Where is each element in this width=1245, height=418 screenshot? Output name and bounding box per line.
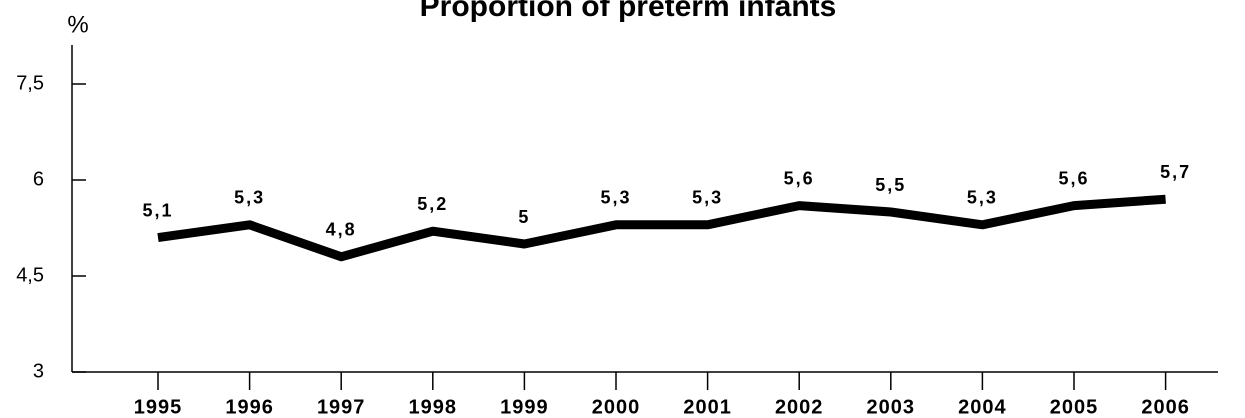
y-tick-label: 4,5 [16,264,44,286]
data-label: 5,3 [692,188,723,208]
y-tick-label: 6 [33,168,44,190]
chart-title: Proportion of preterm infants [420,0,837,23]
data-label: 5 [518,207,530,227]
x-tick-label: 1999 [500,396,549,418]
data-label: 5,6 [784,168,815,188]
data-label: 5,6 [1058,168,1089,188]
x-tick-label: 1997 [317,396,366,418]
data-label: 5,1 [142,200,173,220]
x-tick-label: 1998 [409,396,458,418]
data-label: 5,5 [875,175,906,195]
y-axis-label: % [67,11,88,38]
y-tick-label: 7,5 [16,72,44,94]
x-tick-label: 1995 [134,396,183,418]
data-label: 4,8 [326,220,357,240]
data-label: 5,3 [600,188,631,208]
x-tick-label: 2006 [1141,396,1190,418]
x-tick-label: 1996 [225,396,274,418]
x-tick-label: 2001 [683,396,732,418]
data-label: 5,7 [1160,162,1191,182]
line [157,194,1166,262]
x-tick-label: 2000 [592,396,641,418]
x-tick-label: 2003 [867,396,916,418]
data-label: 5,3 [234,188,265,208]
x-tick-label: 2002 [775,396,824,418]
x-tick-label: 2004 [958,396,1007,418]
data-label: 5,2 [417,194,448,214]
x-tick-label: 2005 [1050,396,1099,418]
y-tick-label: 3 [33,360,44,382]
data-label: 5,3 [967,188,998,208]
